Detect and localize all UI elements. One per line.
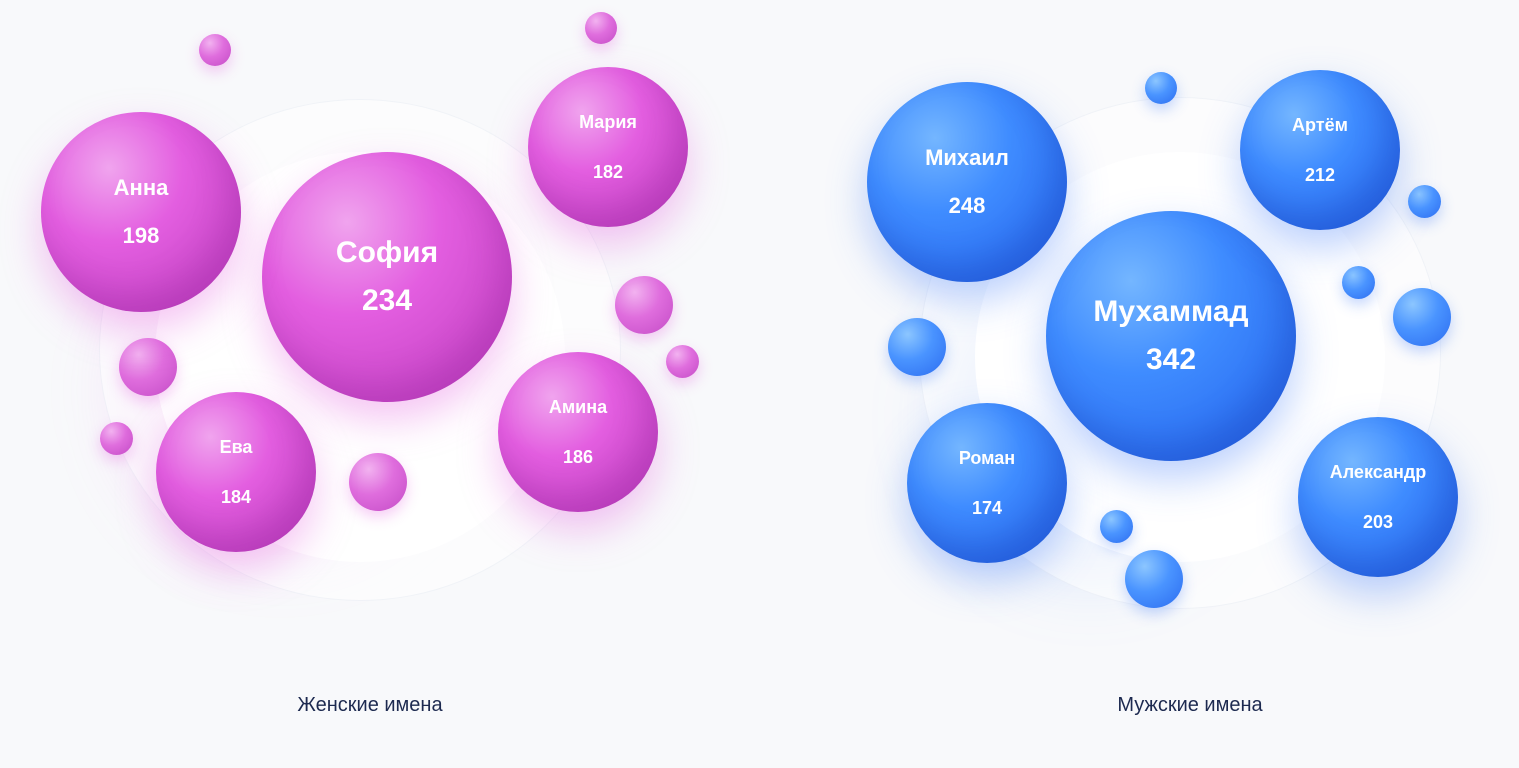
bubble-value: 174 bbox=[971, 498, 1003, 518]
bubble-amina: Амина 186 bbox=[498, 352, 658, 512]
bubble-value: 182 bbox=[592, 162, 624, 182]
bubble-name: Мария bbox=[579, 112, 637, 132]
decor-bubble bbox=[349, 453, 407, 511]
decor-bubble bbox=[1393, 288, 1451, 346]
bubble-value: 234 bbox=[361, 284, 413, 317]
decor-bubble bbox=[100, 422, 133, 455]
bubble-name: Александр bbox=[1329, 462, 1427, 482]
bubble-roman: Роман 174 bbox=[907, 403, 1067, 563]
decor-bubble bbox=[1100, 510, 1133, 543]
bubble-value: 203 bbox=[1362, 512, 1394, 532]
bubble-mikhail: Михаил 248 bbox=[867, 82, 1067, 282]
bubble-aleksandr: Александр 203 bbox=[1298, 417, 1458, 577]
decor-bubble bbox=[1145, 72, 1177, 104]
bubble-name: Михаил bbox=[925, 145, 1009, 170]
bubble-name: Роман bbox=[958, 448, 1016, 468]
bubble-name: Артём bbox=[1292, 115, 1348, 135]
bubble-value: 198 bbox=[122, 223, 160, 248]
bubble-name: Амина bbox=[548, 397, 608, 417]
decor-bubble bbox=[585, 12, 617, 44]
bubble-value: 248 bbox=[948, 193, 986, 218]
bubble-anna: Анна 198 bbox=[41, 112, 241, 312]
male-chart-title: Мужские имена bbox=[1117, 694, 1263, 716]
bubble-value: 184 bbox=[220, 487, 252, 507]
bubble-muhammad: Мухаммад 342 bbox=[1046, 211, 1296, 461]
decor-bubble bbox=[1125, 550, 1183, 608]
bubble-name: Мухаммад bbox=[1093, 295, 1249, 328]
bubble-name: Ева bbox=[219, 437, 253, 457]
bubble-value: 342 bbox=[1145, 343, 1197, 376]
decor-bubble bbox=[199, 34, 231, 66]
female-chart-title: Женские имена bbox=[297, 694, 443, 716]
bubble-artyom: Артём 212 bbox=[1240, 70, 1400, 230]
decor-bubble bbox=[1408, 185, 1441, 218]
decor-bubble bbox=[615, 276, 673, 334]
bubble-value: 186 bbox=[562, 447, 594, 467]
bubble-name: Анна bbox=[113, 175, 169, 200]
male-names-chart: Мухаммад 342 Михаил 248 Артём 212 Алекса… bbox=[760, 0, 1519, 768]
bubble-name: София bbox=[335, 236, 439, 269]
decor-bubble bbox=[1342, 266, 1375, 299]
bubble-maria: Мария 182 bbox=[528, 67, 688, 227]
decor-bubble bbox=[119, 338, 177, 396]
female-names-chart: София 234 Анна 198 Амина 186 Ева 184 Мар… bbox=[41, 12, 699, 716]
bubble-sofia: София 234 bbox=[262, 152, 512, 402]
decor-bubble bbox=[888, 318, 946, 376]
bubble-eva: Ева 184 bbox=[156, 392, 316, 552]
bubble-value: 212 bbox=[1304, 165, 1336, 185]
decor-bubble bbox=[666, 345, 699, 378]
